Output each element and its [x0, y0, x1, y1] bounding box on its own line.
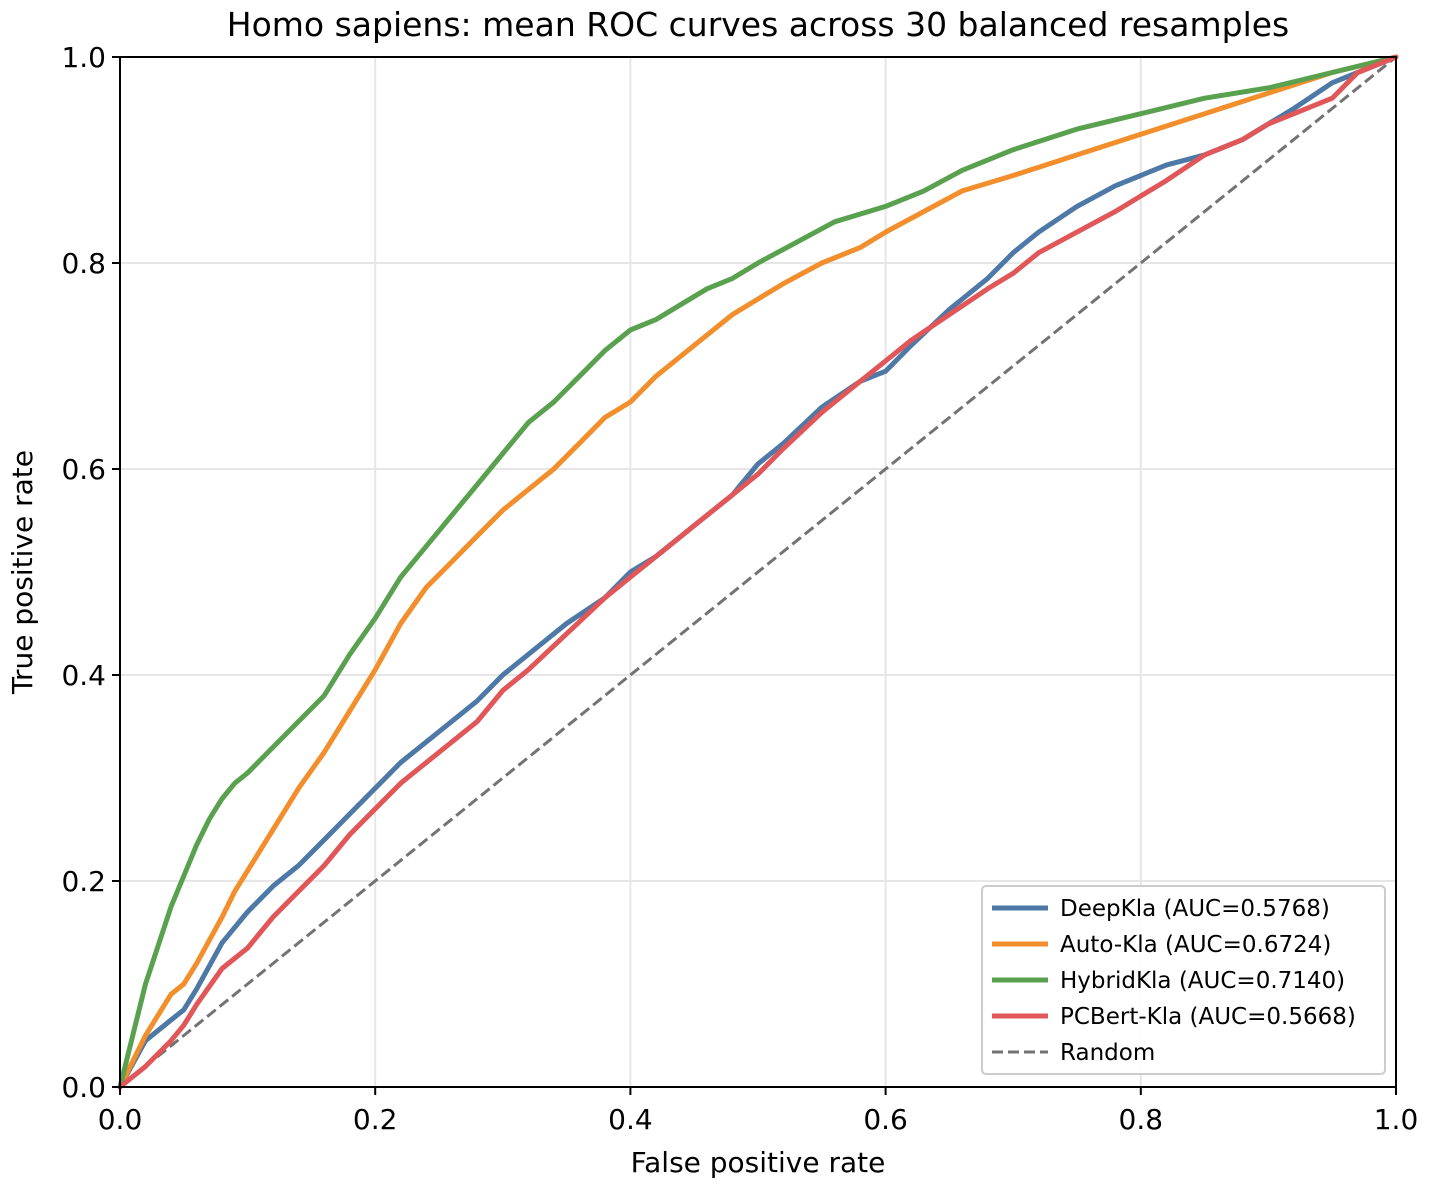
- x-tick-label: 0.0: [98, 1103, 143, 1136]
- y-tick-label: 0.4: [61, 659, 106, 692]
- series-line-hybridkla: [117, 54, 1399, 1090]
- y-tick-label: 0.2: [61, 865, 106, 898]
- x-tick-label: 1.0: [1374, 1103, 1419, 1136]
- axes-frame: [119, 56, 1397, 1088]
- series-line-pcbert-kla: [117, 54, 1399, 1090]
- y-axis-label: True positive rate: [6, 450, 39, 695]
- legend-label: PCBert-Kla (AUC=0.5668): [1060, 1004, 1356, 1030]
- x-tick-label: 0.2: [353, 1103, 398, 1136]
- x-tick-label: 0.6: [863, 1103, 908, 1136]
- legend-label: DeepKla (AUC=0.5768): [1060, 896, 1330, 922]
- legend: DeepKla (AUC=0.5768) Auto-Kla (AUC=0.6724…: [981, 885, 1386, 1075]
- legend-box: [981, 885, 1386, 1075]
- legend-label: HybridKla (AUC=0.7140): [1060, 968, 1345, 994]
- y-tick-label: 0.6: [61, 453, 106, 486]
- x-axis-ticks: 0.0 0.2 0.4 0.6 0.8 1.0: [98, 1087, 1419, 1136]
- series-line-random: [119, 55, 1397, 1089]
- legend-label: Auto-Kla (AUC=0.6724): [1060, 932, 1331, 958]
- y-axis-ticks: 0.0 0.2 0.4 0.6 0.8 1.0: [61, 41, 120, 1104]
- x-tick-label: 0.8: [1119, 1103, 1164, 1136]
- x-axis-label: False positive rate: [631, 1146, 886, 1179]
- y-tick-label: 0.8: [61, 247, 106, 280]
- plot-area: [117, 54, 1399, 1090]
- y-tick-label: 1.0: [61, 41, 106, 74]
- x-tick-label: 0.4: [608, 1103, 653, 1136]
- chart-title: Homo sapiens: mean ROC curves across 30 …: [227, 5, 1289, 44]
- series-line-auto-kla: [117, 54, 1399, 1090]
- legend-label: Random: [1060, 1040, 1155, 1066]
- y-tick-label: 0.0: [61, 1071, 106, 1104]
